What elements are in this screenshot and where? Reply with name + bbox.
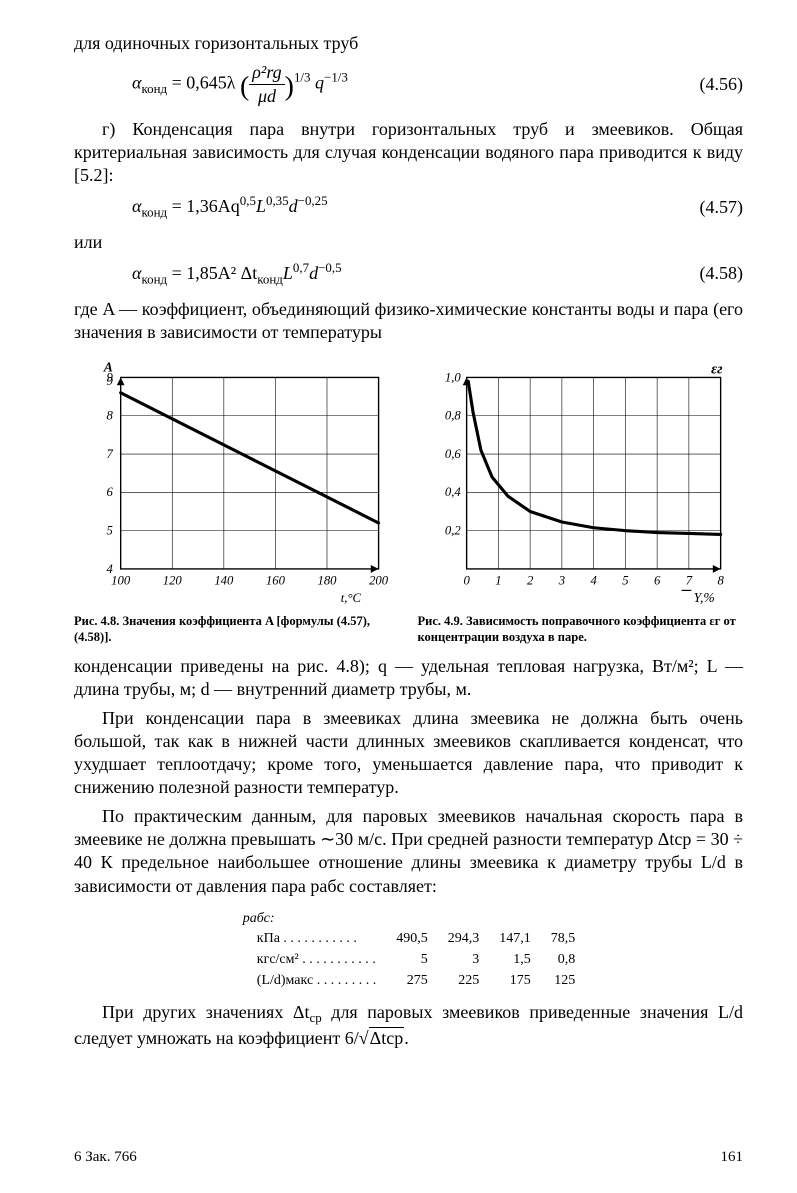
equation-4-57: αконд = 1,36Aq0,5L0,35d−0,25 (4.57): [74, 193, 743, 221]
eq456-a: = 0,645λ: [172, 73, 236, 93]
para-last-sub: ср: [309, 1010, 321, 1025]
eq457-rhs: = 1,36Aq: [172, 196, 240, 216]
para-last-inside: Δtср: [369, 1027, 405, 1048]
svg-text:6: 6: [107, 485, 114, 499]
eq457-e3: −0,25: [298, 193, 328, 208]
eq458-e3: −0,5: [318, 260, 342, 275]
eq457-L: L: [256, 196, 266, 216]
chart-4-9: 0 1 2 3 4 5 6 7 8 0,2 0,4 0,6 0,8 1,0 εг Y,%: [418, 354, 738, 608]
svg-text:8: 8: [107, 409, 114, 423]
fig49-caption: Рис. 4.9. Зависимость поправочного коэфф…: [418, 614, 744, 645]
svg-text:t,°C: t,°C: [341, 591, 362, 605]
eq456-q: q: [315, 73, 324, 93]
ili: или: [74, 231, 743, 254]
svg-text:6: 6: [653, 574, 660, 588]
svg-text:1,0: 1,0: [444, 370, 461, 384]
svg-text:0,4: 0,4: [444, 485, 461, 499]
eq457-d: d: [289, 196, 298, 216]
svg-text:7: 7: [107, 447, 114, 461]
tbl-header: pабс:: [231, 910, 586, 929]
eq456-lhs-sub: конд: [141, 81, 167, 96]
svg-text:7: 7: [685, 574, 692, 588]
equation-4-56: αконд = 0,645λ (ρ²rgμd)1/3 q−1/3 (4.56): [74, 61, 743, 108]
svg-text:9: 9: [107, 374, 114, 388]
eq457-e1: 0,5: [240, 193, 256, 208]
chart-4-8: 100120140160180200456789A9t,°C: [74, 354, 394, 608]
eq458-num: (4.58): [685, 262, 743, 285]
svg-text:120: 120: [163, 574, 183, 588]
fig-4-8: 100120140160180200456789A9t,°C Рис. 4.8.…: [74, 354, 400, 645]
para-last-rad: √: [359, 1028, 369, 1048]
eq457-e2: 0,35: [266, 193, 289, 208]
svg-text:200: 200: [369, 574, 389, 588]
eq456-num: (4.56): [685, 73, 743, 96]
svg-text:1: 1: [495, 574, 501, 588]
para-last-c: .: [404, 1028, 409, 1048]
intro-line: для одиночных горизонтальных труб: [74, 32, 743, 55]
fig-4-9: 0 1 2 3 4 5 6 7 8 0,2 0,4 0,6 0,8 1,0 εг Y,% Рис. 4.9. …: [418, 354, 744, 645]
svg-text:5: 5: [622, 574, 628, 588]
para-g: г) Конденсация пара внутри горизонтальны…: [74, 118, 743, 187]
eq456-frac-d: μd: [249, 85, 284, 108]
svg-text:160: 160: [266, 574, 286, 588]
eq458-lhs-sub: конд: [141, 271, 167, 286]
eq456-frac-n: ρ²rg: [249, 61, 284, 85]
eq458-dtsub: конд: [257, 271, 283, 286]
eq458-d: d: [309, 263, 318, 283]
pressure-table: pабс: кПа . . . . . . . . . . .490,5294,…: [231, 910, 586, 994]
eq458-rhs: = 1,85A² Δt: [172, 263, 258, 283]
svg-text:4: 4: [107, 562, 114, 576]
fig48-caption: Рис. 4.8. Значения коэффициента A [форму…: [74, 614, 400, 645]
svg-text:0: 0: [463, 574, 470, 588]
svg-text:3: 3: [557, 574, 564, 588]
svg-text:Y,%: Y,%: [693, 590, 714, 605]
eq456-outer-exp: 1/3: [294, 70, 311, 85]
para-A: где A — коэффициент, объединяющий физико…: [74, 298, 743, 344]
footer-right: 161: [721, 1148, 744, 1167]
svg-text:5: 5: [107, 524, 113, 538]
eq458-L: L: [283, 263, 293, 283]
para-after-figs: конденсации приведены на рис. 4.8); q — …: [74, 655, 743, 701]
svg-text:140: 140: [214, 574, 234, 588]
para-last-a: При других значениях Δt: [102, 1002, 309, 1022]
eq457-num: (4.57): [685, 196, 743, 219]
eq458-e2: 0,7: [293, 260, 309, 275]
eq457-lhs-sub: конд: [141, 204, 167, 219]
footer-left: 6 Зак. 766: [74, 1148, 137, 1167]
svg-text:4: 4: [590, 574, 597, 588]
svg-text:0,6: 0,6: [444, 447, 461, 461]
eq456-q-exp: −1/3: [324, 70, 348, 85]
svg-text:100: 100: [111, 574, 131, 588]
para-coil: При конденсации пара в змеевиках длина з…: [74, 707, 743, 799]
page-footer: 6 Зак. 766 161: [74, 1148, 743, 1167]
svg-text:0,2: 0,2: [444, 524, 461, 538]
svg-text:8: 8: [717, 574, 724, 588]
figures-row: 100120140160180200456789A9t,°C Рис. 4.8.…: [74, 354, 743, 645]
svg-text:0,8: 0,8: [444, 409, 461, 423]
equation-4-58: αконд = 1,85A² ΔtкондL0,7d−0,5 (4.58): [74, 260, 743, 288]
para-last: При других значениях Δtср для паровых зм…: [74, 1001, 743, 1050]
svg-text:2: 2: [526, 574, 533, 588]
para-speed: По практическим данным, для паровых змее…: [74, 805, 743, 897]
svg-text:A: A: [103, 360, 113, 375]
svg-text:εг: εг: [711, 362, 723, 378]
svg-text:180: 180: [317, 574, 337, 588]
